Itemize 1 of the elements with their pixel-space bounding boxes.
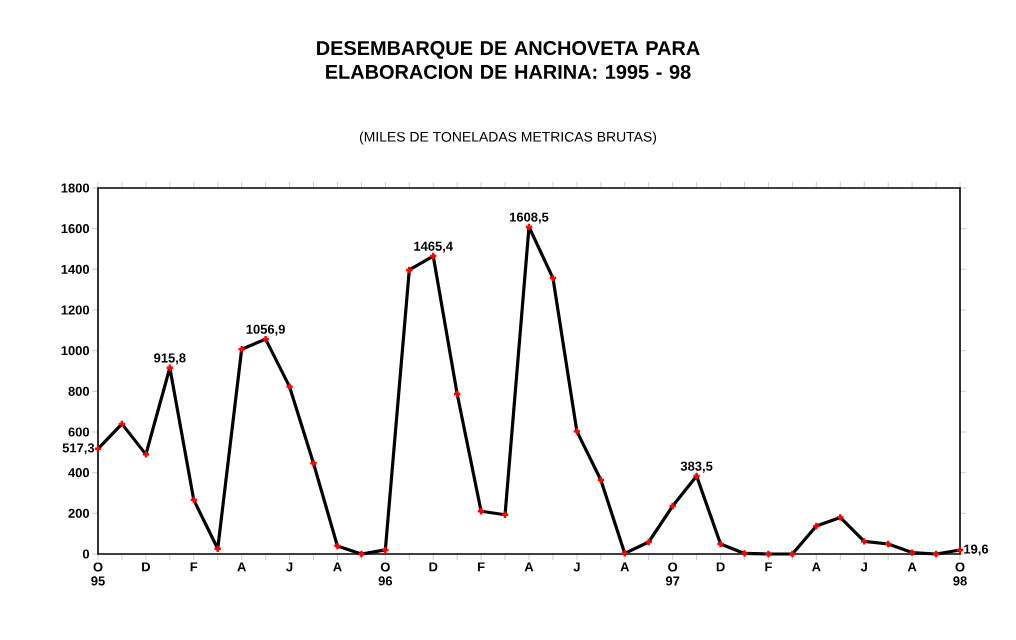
chart-title: DESEMBARQUE DE ANCHOVETA PARA ELABORACION DE HARINA: 1995 - 98 [317, 40, 700, 79]
